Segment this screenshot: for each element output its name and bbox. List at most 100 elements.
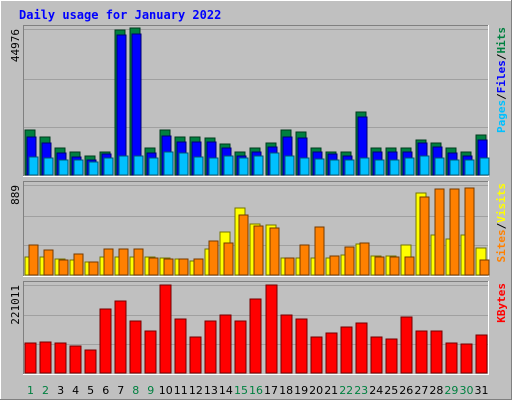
x-tick-day-22: 22 <box>339 384 353 397</box>
bar-sites-day-15 <box>238 214 249 276</box>
bar-pages-day-10 <box>163 151 174 176</box>
x-tick-day-6: 6 <box>102 384 109 397</box>
bar-kbytes-day-5 <box>84 349 97 374</box>
bar-sites-day-29 <box>449 188 460 276</box>
bar-kbytes-day-29 <box>445 342 458 374</box>
bar-kbytes-day-24 <box>370 336 383 374</box>
bar-sites-day-26 <box>404 256 415 276</box>
bar-pages-day-31 <box>479 157 490 176</box>
bar-pages-day-2 <box>43 157 54 176</box>
bar-sites-day-11 <box>178 258 189 276</box>
panel-top-legend: Pages/Files/Hits <box>495 27 508 133</box>
bar-sites-day-27 <box>419 196 430 276</box>
bar-pages-day-8 <box>133 155 144 176</box>
bar-sites-day-23 <box>359 242 370 276</box>
legend-item-sites: Sites <box>495 229 508 262</box>
bar-kbytes-day-26 <box>400 316 413 374</box>
x-tick-day-10: 10 <box>159 384 173 397</box>
bar-pages-day-1 <box>28 156 39 176</box>
legend-item-files: Files <box>495 60 508 93</box>
legend-item-hits: Hits <box>495 27 508 54</box>
bar-kbytes-day-14 <box>219 314 232 374</box>
bar-kbytes-day-23 <box>355 322 368 374</box>
bar-pages-day-30 <box>464 159 475 176</box>
legend-item-kbytes: KBytes <box>495 283 508 323</box>
bar-pages-day-21 <box>329 159 340 176</box>
bar-pages-day-17 <box>269 152 280 176</box>
x-axis-ticks: 1 2 3 4 5 6 7 8 9 10 11 12 13 14 15 16 17 18 19 20 21 22 23 24 2… <box>27 384 489 397</box>
bar-sites-day-6 <box>103 248 114 276</box>
panel-mid-ymax-label: 889 <box>9 185 22 205</box>
chart-title: Daily usage for January 2022 <box>19 8 221 22</box>
bar-sites-day-8 <box>133 248 144 276</box>
bar-kbytes-day-16 <box>249 298 262 374</box>
bar-pages-day-18 <box>284 155 295 176</box>
x-tick-day-19: 19 <box>294 384 308 397</box>
x-tick-day-7: 7 <box>117 384 124 397</box>
x-tick-day-20: 20 <box>309 384 323 397</box>
bar-kbytes-day-30 <box>460 343 473 374</box>
x-tick-day-16: 16 <box>249 384 263 397</box>
bar-kbytes-day-7 <box>114 300 127 374</box>
x-tick-day-29: 29 <box>444 384 458 397</box>
bar-sites-day-31 <box>479 259 490 276</box>
x-tick-day-21: 21 <box>324 384 338 397</box>
bar-kbytes-day-22 <box>340 326 353 374</box>
x-tick-day-5: 5 <box>87 384 94 397</box>
bar-sites-day-3 <box>58 259 69 276</box>
chart-panels: 44976Pages/Files/Hits889Sites/Visits2210… <box>9 25 508 375</box>
bar-sites-day-2 <box>43 249 54 276</box>
x-tick-day-14: 14 <box>219 384 233 397</box>
x-tick-day-30: 30 <box>460 384 474 397</box>
bar-files-day-7 <box>116 34 127 176</box>
bar-sites-day-12 <box>193 258 204 276</box>
bar-kbytes-day-12 <box>189 336 202 374</box>
legend-item-pages: Pages <box>495 100 508 133</box>
x-tick-day-15: 15 <box>234 384 248 397</box>
bar-pages-day-6 <box>103 157 114 176</box>
x-tick-day-13: 13 <box>204 384 218 397</box>
bar-pages-day-7 <box>118 155 129 176</box>
legend-item-separator: / <box>495 93 508 100</box>
bar-kbytes-day-4 <box>69 345 82 374</box>
bar-kbytes-day-20 <box>310 336 323 374</box>
bar-kbytes-day-3 <box>54 342 67 374</box>
bar-sites-day-4 <box>73 253 84 276</box>
bar-kbytes-day-8 <box>129 320 142 374</box>
bar-kbytes-day-17 <box>265 284 278 374</box>
bar-pages-day-12 <box>193 156 204 176</box>
bar-sites-day-24 <box>374 256 385 276</box>
bar-kbytes-day-25 <box>385 338 398 374</box>
bar-sites-day-25 <box>389 256 400 276</box>
x-tick-day-25: 25 <box>384 384 398 397</box>
bar-pages-day-15 <box>238 157 249 176</box>
bar-sites-day-22 <box>344 246 355 276</box>
bar-kbytes-day-15 <box>234 320 247 374</box>
bar-pages-day-4 <box>73 159 84 176</box>
bar-kbytes-day-10 <box>159 284 172 374</box>
x-tick-day-28: 28 <box>429 384 443 397</box>
x-tick-day-12: 12 <box>189 384 203 397</box>
bar-sites-day-18 <box>284 257 295 276</box>
x-tick-day-8: 8 <box>132 384 139 397</box>
panel-bot: 221011 KBytes <box>9 281 508 375</box>
x-tick-day-27: 27 <box>414 384 428 397</box>
bar-kbytes-day-9 <box>144 330 157 374</box>
bar-pages-day-11 <box>178 152 189 176</box>
bar-pages-day-29 <box>449 159 460 176</box>
bar-sites-day-7 <box>118 248 129 276</box>
bar-kbytes-day-6 <box>99 308 112 374</box>
x-tick-day-3: 3 <box>57 384 64 397</box>
x-tick-day-2: 2 <box>42 384 49 397</box>
bar-kbytes-day-13 <box>204 320 217 374</box>
bar-sites-day-10 <box>163 258 174 276</box>
bar-sites-day-30 <box>464 187 475 276</box>
x-tick-day-23: 23 <box>354 384 368 397</box>
bar-sites-day-5 <box>88 261 99 276</box>
bar-kbytes-day-18 <box>280 314 293 374</box>
bar-kbytes-day-28 <box>430 330 443 374</box>
panel-bot-ymax-label: 221011 <box>9 285 22 325</box>
bar-sites-day-16 <box>253 225 264 276</box>
legend-item-separator: / <box>495 222 508 229</box>
